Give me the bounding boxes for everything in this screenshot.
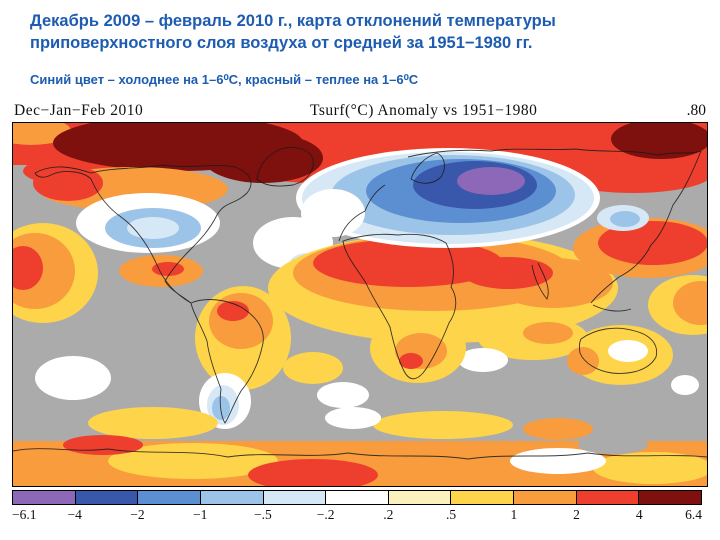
slide-title: Декабрь 2009 – февраль 2010 г., карта от… <box>30 10 690 54</box>
scale-tick-label: −6.1 <box>12 507 37 522</box>
color-scale-segment <box>74 491 138 504</box>
south-atlantic-region <box>283 352 369 408</box>
africa-mideast-warm-belt <box>268 233 618 343</box>
color-scale-segment <box>262 491 326 504</box>
north-america-region <box>33 165 228 287</box>
slide-subtitle: Синий цвет – холоднее на 1–6⁰С, красный … <box>30 72 419 87</box>
south-america-region <box>195 286 291 429</box>
world-anomaly-map-svg <box>13 123 707 486</box>
color-scale-bar <box>12 490 702 505</box>
scale-tick-label: −2 <box>130 507 145 522</box>
scale-tick-label: 2 <box>573 507 580 522</box>
color-scale-segment <box>13 491 75 504</box>
scale-tick-label: 4 <box>635 507 643 522</box>
southern-africa-region <box>370 313 466 383</box>
world-anomaly-map <box>12 122 708 487</box>
scale-tick-label: −1 <box>192 507 208 522</box>
anomaly-map-figure: Dec−Jan−Feb 2010 Tsurf(°C) Anomaly vs 19… <box>12 100 708 525</box>
color-scale-segment <box>199 491 263 504</box>
color-scale-segment <box>450 491 514 504</box>
eurasia-cold-blob <box>296 148 600 248</box>
map-metric-label: Tsurf(°C) Anomaly vs 1951−1980 <box>310 102 538 119</box>
scale-tick-label: −.2 <box>316 507 335 522</box>
color-scale-segment <box>513 491 576 504</box>
color-scale-segment <box>325 491 388 504</box>
color-scale-ticks: −6.1 −4 −2 −1 −.5 −.2 .2 .5 1 2 4 6.4 <box>12 507 702 525</box>
continent-outlines <box>13 147 707 460</box>
slide-title-line1: Декабрь 2009 – февраль 2010 г., карта от… <box>30 12 556 30</box>
color-scale-segment <box>575 491 639 504</box>
color-scale-segment <box>387 491 451 504</box>
scale-tick-label: .5 <box>446 507 457 522</box>
slide-title-line2: приповерхностного слоя воздуха от средне… <box>30 34 533 52</box>
antarctica-band <box>13 435 707 486</box>
southern-ocean-band <box>35 356 593 440</box>
color-scale-segment <box>137 491 200 504</box>
scale-tick-label: −4 <box>67 507 82 522</box>
pacific-elnino-region <box>13 223 707 335</box>
indian-ocean-region <box>458 316 588 372</box>
scale-tick-label: 1 <box>510 507 518 522</box>
scale-tick-label: 6.4 <box>685 507 702 522</box>
scale-tick-label: −.5 <box>254 507 272 522</box>
map-header: Dec−Jan−Feb 2010 Tsurf(°C) Anomaly vs 19… <box>12 100 708 122</box>
map-period-label: Dec−Jan−Feb 2010 <box>14 102 144 119</box>
scale-tick-label: .2 <box>383 507 394 522</box>
map-global-mean-value: .80 <box>686 102 706 119</box>
arctic-warm-band <box>13 123 707 193</box>
color-scale-segment <box>638 491 702 504</box>
australia-region <box>567 325 699 395</box>
east-asia-region <box>573 205 707 278</box>
